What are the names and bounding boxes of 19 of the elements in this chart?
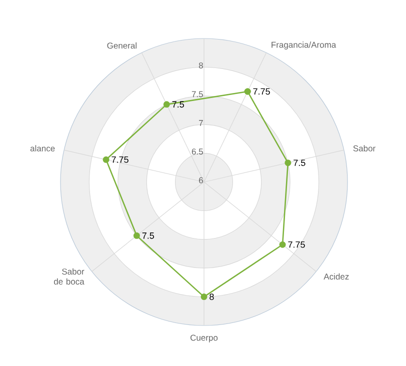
y-tick-label: 6.5 xyxy=(192,148,203,155)
data-label: 7.5 xyxy=(142,232,154,239)
spoke-label: Sabor de boca xyxy=(54,268,84,285)
data-label: 7.5 xyxy=(294,160,306,166)
data-label: 7.5 xyxy=(172,101,184,108)
y-tick-label: 8 xyxy=(198,62,203,68)
spoke-label: Fragancia/Aroma xyxy=(272,42,336,50)
spoke-label: Sabor xyxy=(353,145,376,152)
data-label: 7.75 xyxy=(253,88,270,95)
y-tick-label: 7.5 xyxy=(192,91,203,98)
spoke-label: alance xyxy=(30,145,55,152)
data-label: 7.75 xyxy=(112,156,128,163)
spoke-label: Acidez xyxy=(324,273,349,280)
spoke-label: General xyxy=(107,42,136,49)
y-tick-label: 6 xyxy=(199,177,203,184)
y-tick-label: 7 xyxy=(199,120,203,126)
spoke-label: Cuerpo xyxy=(190,334,218,342)
data-label: 8 xyxy=(210,294,214,300)
data-label: 7.75 xyxy=(288,241,305,248)
